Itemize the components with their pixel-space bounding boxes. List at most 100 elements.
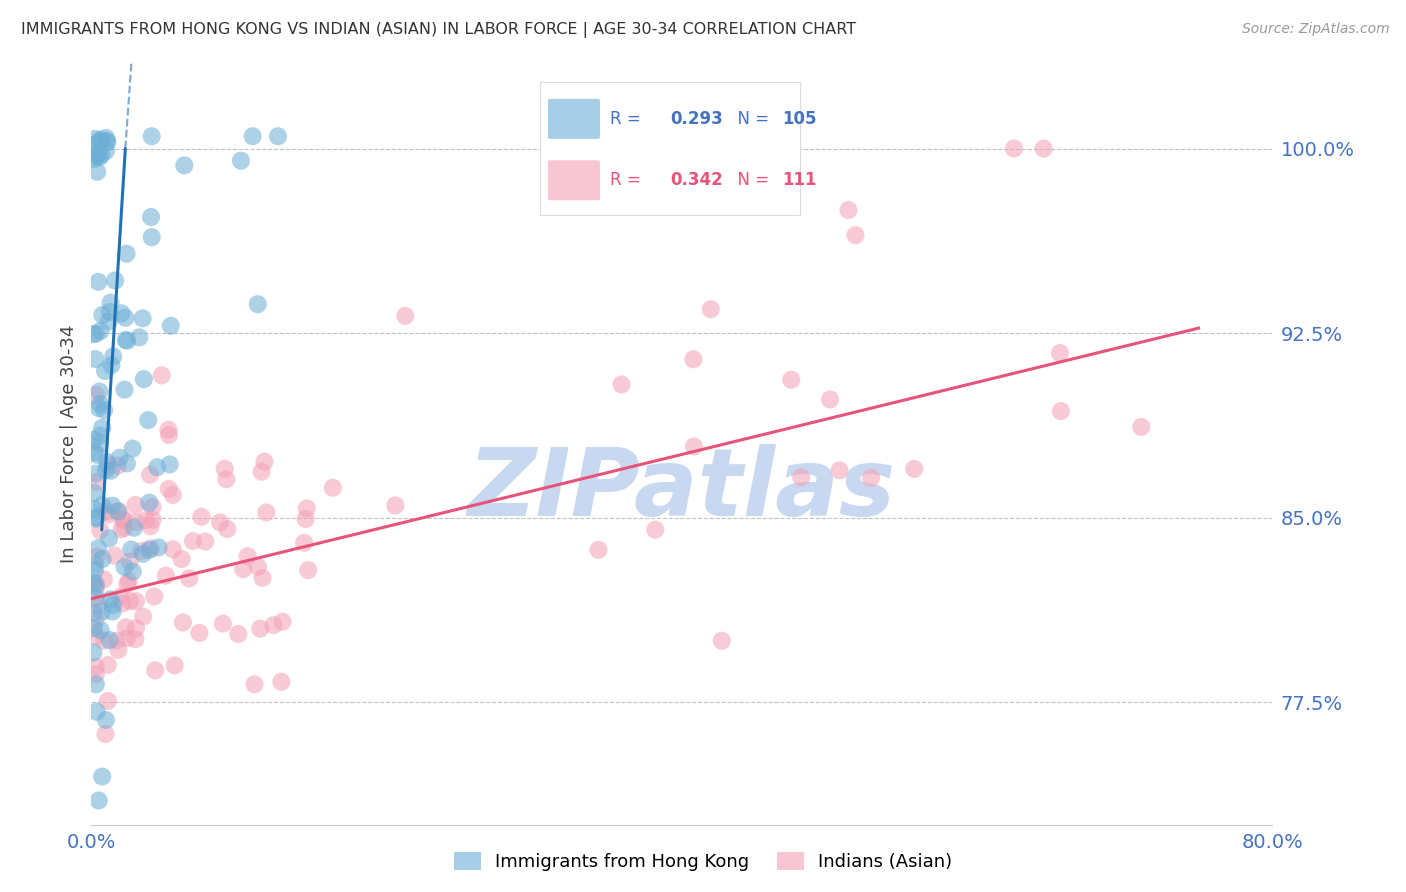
Point (710, 633, 733, 648)
Point (97, 314, 120, 328)
Point (87, 793, 110, 807)
Point (780, 373, 803, 387)
Point (249, 622, 271, 636)
Point (837, 202, 859, 217)
Point (83, 502, 105, 516)
Point (294, 512, 316, 526)
Point (162, 542, 184, 557)
Point (112, 513, 135, 527)
Point (114, 310, 136, 325)
Point (139, 541, 162, 556)
Point (132, 609, 155, 624)
Point (84, 629, 107, 643)
Point (86, 510, 108, 524)
Point (139, 519, 162, 533)
Point (91, 421, 114, 435)
Point (124, 632, 146, 647)
Point (83, 327, 105, 342)
Point (125, 515, 148, 529)
Point (114, 333, 136, 347)
Point (1002, 142, 1025, 156)
Point (83, 433, 105, 447)
Point (84, 579, 107, 593)
Point (89, 134, 111, 148)
Point (142, 513, 165, 527)
Point (110, 306, 132, 320)
Point (103, 350, 125, 364)
Point (84, 564, 107, 578)
Point (98, 305, 121, 319)
Point (212, 616, 235, 631)
Point (94, 144, 117, 158)
Point (226, 627, 249, 641)
Point (162, 488, 184, 502)
Point (115, 631, 138, 645)
Point (1049, 346, 1071, 360)
Point (107, 642, 129, 657)
Point (84, 667, 107, 681)
Point (270, 674, 292, 689)
Point (138, 496, 160, 510)
Point (242, 129, 264, 144)
Point (157, 428, 180, 442)
Point (89, 436, 111, 450)
Point (295, 501, 318, 516)
Point (110, 522, 132, 536)
Point (122, 521, 145, 535)
Point (107, 458, 129, 473)
Point (125, 621, 148, 635)
Point (138, 543, 160, 558)
Point (215, 472, 238, 486)
Point (1050, 404, 1073, 418)
Point (155, 568, 177, 582)
Point (394, 309, 416, 323)
Point (94, 713, 117, 727)
Point (87, 597, 110, 611)
Point (101, 598, 124, 612)
Point (828, 463, 851, 477)
Point (83, 152, 105, 166)
Point (97, 694, 120, 708)
Point (588, 542, 610, 557)
Point (253, 454, 276, 468)
Point (90, 147, 112, 161)
Point (91, 605, 114, 619)
Point (124, 498, 146, 512)
Point (98, 508, 121, 522)
Point (83, 485, 105, 500)
Point (384, 499, 406, 513)
Point (150, 368, 173, 383)
Point (93, 633, 115, 648)
Point (87, 541, 110, 556)
Point (84, 511, 107, 525)
Point (179, 571, 201, 585)
Point (98, 532, 121, 546)
Point (188, 626, 211, 640)
Point (84, 558, 107, 572)
Point (84, 388, 107, 402)
Point (86, 165, 108, 179)
Point (86, 146, 108, 161)
Point (82, 645, 104, 659)
Point (87, 275, 110, 289)
Point (903, 462, 925, 476)
Text: IMMIGRANTS FROM HONG KONG VS INDIAN (ASIAN) IN LABOR FORCE | AGE 30-34 CORRELATI: IMMIGRANTS FROM HONG KONG VS INDIAN (ASI… (21, 22, 856, 38)
Point (96, 505, 118, 519)
Point (89, 524, 111, 538)
Point (112, 512, 135, 526)
Point (84, 612, 107, 626)
Point (157, 482, 180, 496)
Point (232, 562, 254, 576)
Point (292, 535, 315, 549)
Point (90, 132, 112, 146)
Point (148, 541, 170, 555)
Point (97, 458, 120, 473)
Point (83, 575, 105, 590)
Point (100, 464, 122, 478)
Point (644, 523, 666, 537)
Point (87, 148, 110, 162)
Point (86, 475, 108, 489)
Point (682, 352, 704, 367)
Legend: Immigrants from Hong Kong, Indians (Asian): Immigrants from Hong Kong, Indians (Asia… (447, 845, 959, 879)
Point (82, 138, 104, 153)
